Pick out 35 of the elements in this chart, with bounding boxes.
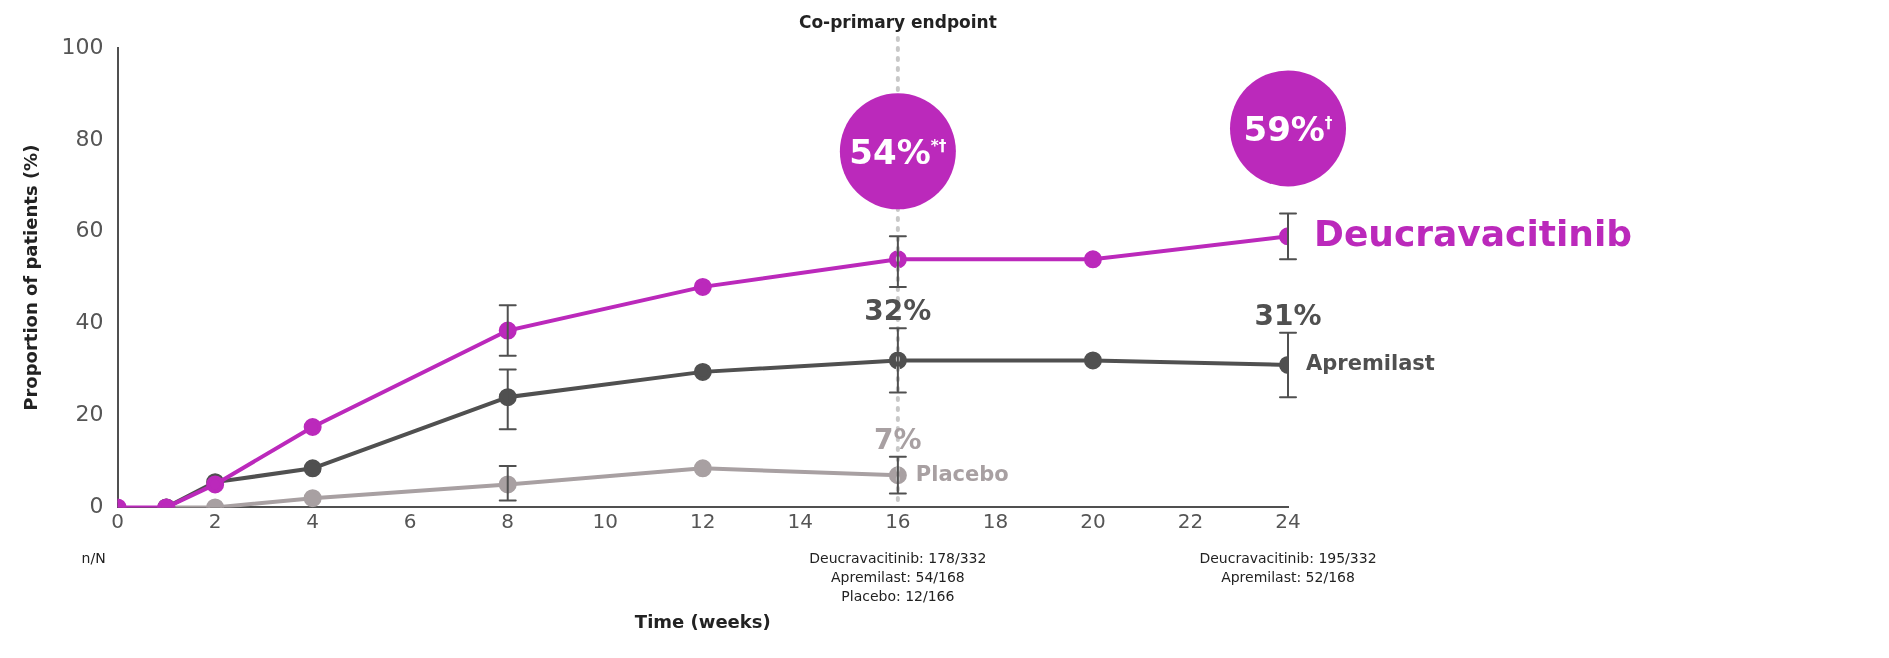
y-tick-label: 100: [61, 33, 104, 59]
x-tick-label: 20: [1080, 508, 1106, 533]
data-label: 31%: [1254, 298, 1322, 332]
series-label: Deucravacitinib: [1314, 212, 1633, 254]
ref-line-label: Co-primary endpoint: [798, 11, 997, 32]
x-tick-label: 8: [501, 508, 515, 533]
x-tick-label: 16: [885, 508, 911, 533]
data-label: 7%: [874, 422, 922, 456]
x-tick-label: 0: [111, 508, 124, 533]
x-tick-label: 6: [403, 508, 417, 533]
text: Placebo: 12/166: [841, 588, 955, 605]
x-tick-label: 18: [982, 508, 1009, 533]
y-axis-title: Proportion of patients (%): [20, 144, 42, 411]
x-tick-label: 22: [1177, 508, 1204, 533]
x-axis-title: Time (weeks): [634, 610, 771, 632]
x-tick-label: 12: [690, 508, 716, 533]
series-label: Placebo: [915, 461, 1009, 486]
y-tick-label: 60: [75, 217, 104, 243]
data-label: 54%*†: [849, 132, 947, 173]
y-tick-label: 20: [75, 401, 104, 427]
x-tick-label: 24: [1275, 508, 1301, 533]
y-tick-label: 40: [75, 309, 104, 335]
series-label: Apremilast: [1306, 351, 1435, 376]
x-tick-label: 4: [306, 508, 320, 533]
x-tick-label: 2: [208, 508, 222, 533]
data-label: 32%: [864, 294, 932, 328]
data-label: 59%†: [1243, 109, 1333, 150]
text: Deucravacitinib: 195/332: [1199, 550, 1377, 567]
x-tick-label: 10: [592, 508, 618, 533]
x-tick-label: 14: [787, 508, 814, 533]
text: Apremilast: 54/168: [831, 569, 965, 586]
text: n/N: [81, 550, 106, 567]
y-tick-label: 80: [75, 125, 104, 151]
text: Apremilast: 52/168: [1221, 569, 1355, 586]
text: Deucravacitinib: 178/332: [809, 550, 987, 567]
